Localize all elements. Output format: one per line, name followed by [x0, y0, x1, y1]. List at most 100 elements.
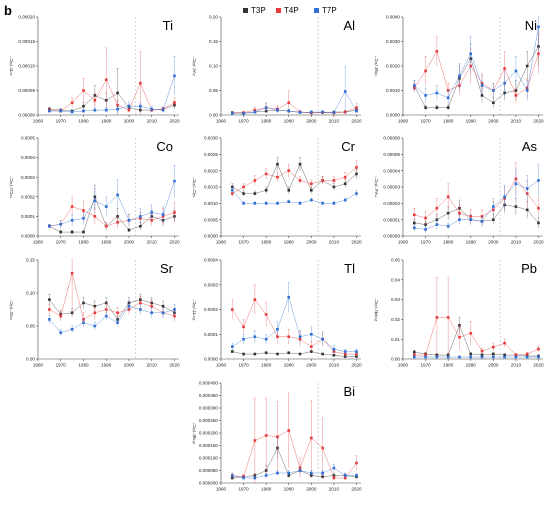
data-point	[525, 352, 529, 356]
y-tick-label: 0.000150	[199, 443, 219, 448]
y-tick-label: 0.00003	[383, 185, 400, 190]
data-point	[503, 195, 506, 199]
data-point	[150, 311, 154, 315]
data-point	[492, 352, 495, 356]
series-line	[49, 273, 175, 320]
data-point	[525, 355, 529, 359]
x-tick-label: 2010	[329, 240, 340, 245]
data-point	[412, 213, 416, 217]
series-t4p	[48, 259, 176, 326]
data-point	[287, 429, 291, 432]
data-point	[412, 226, 416, 230]
x-tick-label: 2020	[169, 240, 180, 245]
data-point	[343, 474, 347, 477]
x-tick-label: 1970	[238, 487, 249, 492]
data-point	[458, 74, 461, 78]
data-point	[310, 198, 313, 202]
data-point	[435, 91, 439, 95]
data-point	[321, 110, 324, 114]
data-point	[469, 331, 473, 335]
data-point	[127, 228, 131, 232]
element-label: Bi	[343, 384, 355, 399]
series-line	[49, 75, 175, 113]
data-point	[458, 355, 461, 359]
data-point	[104, 108, 108, 112]
x-tick-label: 1980	[443, 119, 454, 124]
series-t7p	[48, 300, 176, 336]
x-tick-label: 1980	[443, 363, 454, 368]
x-tick-label: 1960	[33, 363, 44, 368]
data-point	[298, 202, 302, 205]
data-point	[321, 337, 324, 341]
panel-al: 0.00 0.05 0.10 0.15 0.20 1960 1970 1980 1990 2000…	[192, 15, 362, 124]
series-line	[414, 26, 539, 99]
x-tick-label: 1980	[261, 119, 272, 124]
y-axis-label: ²⁷Al⁺/¹³C⁺	[192, 56, 197, 76]
data-point	[230, 474, 234, 477]
y-tick-label: 0.0000	[204, 234, 218, 239]
series-line	[49, 79, 175, 112]
y-tick-label: 0.0001	[204, 332, 218, 337]
y-tick-label: 0.15	[26, 258, 35, 263]
y-axis-label: ⁵⁹Co⁺/¹³C⁺	[9, 175, 14, 198]
x-tick-label: 1960	[216, 487, 227, 492]
legend-swatch	[276, 8, 281, 13]
y-tick-label: 0.05	[26, 324, 35, 329]
x-tick-label: 2000	[306, 487, 317, 492]
data-point	[412, 353, 416, 357]
y-tick-label: 0.00	[26, 357, 35, 362]
data-point	[82, 217, 85, 220]
series-line	[232, 299, 357, 355]
x-tick-label: 2020	[351, 363, 362, 368]
x-tick-label: 2020	[351, 487, 362, 492]
data-point	[355, 355, 358, 358]
data-point	[116, 311, 119, 315]
data-point	[150, 107, 154, 111]
y-tick-label: 0.01	[391, 337, 400, 342]
x-tick-label: 1970	[420, 240, 431, 245]
data-point	[264, 202, 268, 205]
x-tick-label: 2010	[147, 363, 158, 368]
data-point	[59, 222, 63, 226]
x-tick-label: 1970	[420, 119, 431, 124]
series-line	[414, 204, 539, 225]
data-point	[514, 94, 518, 97]
data-point	[161, 108, 165, 112]
data-point	[116, 107, 119, 111]
x-tick-label: 2020	[533, 119, 544, 124]
panel-ti: 0.00000 0.00005 0.00010 0.00015 0.00020 1960 1…	[9, 15, 180, 124]
panel-sr: 0.00 0.05 0.10 0.15 1960 1970 1980 1990 2000 2010…	[9, 258, 180, 368]
series-t7p	[48, 55, 176, 114]
data-point	[480, 220, 484, 223]
data-point	[82, 209, 85, 212]
data-point	[82, 104, 85, 108]
data-point	[104, 205, 108, 208]
y-tick-label: 0.0005	[204, 217, 218, 222]
data-point	[503, 341, 506, 345]
data-point	[276, 202, 279, 205]
data-point	[492, 101, 495, 105]
x-tick-label: 1960	[216, 363, 227, 368]
y-tick-label: 0.0004	[21, 155, 35, 160]
data-point	[343, 175, 347, 179]
data-point	[287, 295, 291, 299]
y-tick-label: 0.000400	[199, 381, 219, 386]
series-line	[414, 180, 539, 230]
data-point	[127, 304, 131, 308]
x-tick-label: 1980	[78, 119, 89, 124]
x-tick-label: 2020	[351, 119, 362, 124]
data-point	[48, 308, 51, 311]
y-tick-label: 0.00020	[18, 15, 35, 20]
data-point	[310, 345, 313, 348]
data-point	[332, 466, 336, 470]
data-point	[93, 199, 97, 203]
x-tick-label: 2010	[511, 119, 522, 124]
data-point	[469, 52, 473, 56]
data-point	[287, 471, 291, 475]
data-point	[343, 476, 347, 480]
y-tick-label: 0.20	[209, 15, 218, 20]
y-tick-label: 0.0015	[204, 185, 218, 190]
x-tick-label: 1990	[101, 119, 112, 124]
data-point	[173, 179, 176, 183]
series-t7p	[412, 163, 540, 233]
